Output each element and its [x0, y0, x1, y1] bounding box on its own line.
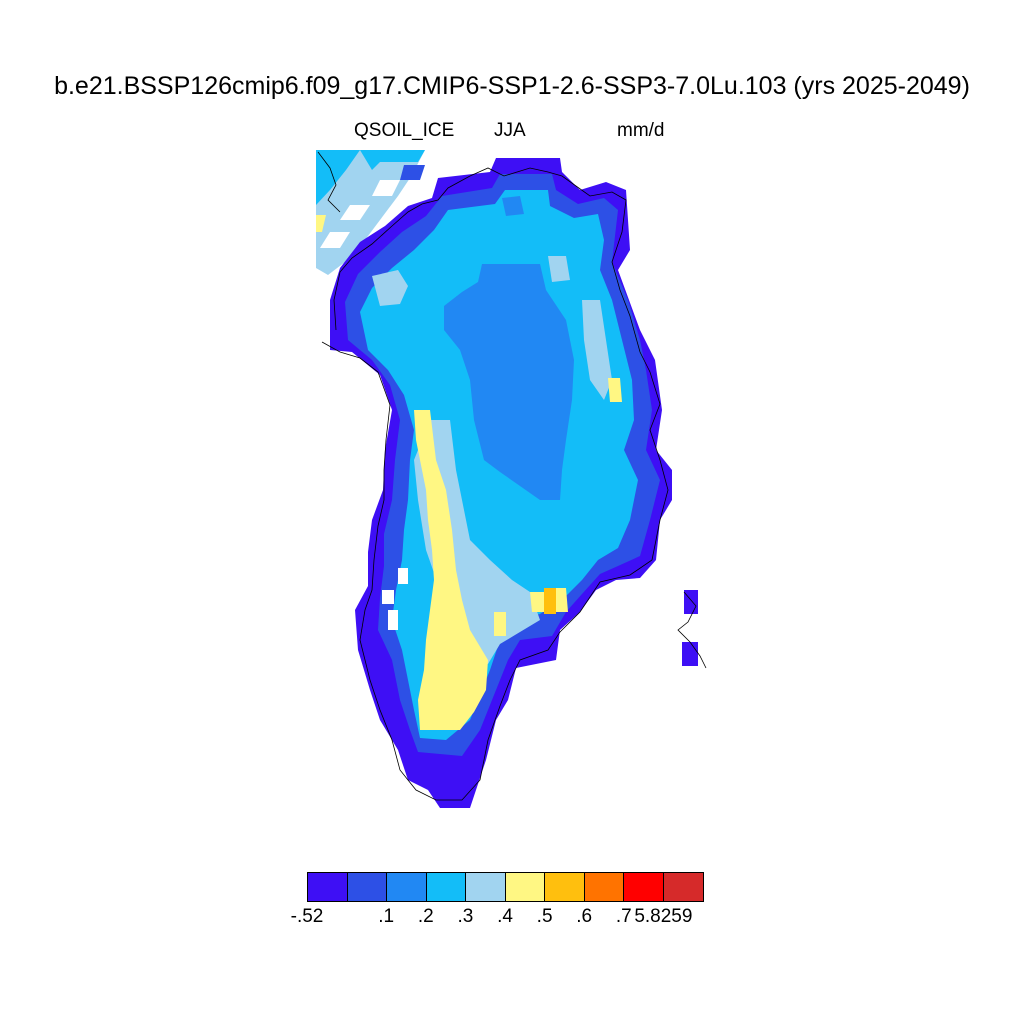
colorbar-label: .3 [457, 906, 474, 927]
plot-title: b.e21.BSSP126cmip6.f09_g17.CMIP6-SSP1-2.… [54, 72, 970, 100]
variable-label: QSOIL_ICE [354, 120, 455, 141]
colorbar-swatch [545, 873, 585, 901]
colorbar-swatch [663, 873, 703, 901]
colorbar-swatch [466, 873, 506, 901]
colorbar-label: 5.8259 [634, 906, 693, 927]
colorbar-swatch [387, 873, 427, 901]
colorbar-swatch [584, 873, 624, 901]
colorbar-label: .4 [497, 906, 513, 927]
colorbar-swatch [347, 873, 387, 901]
greenland-landmass [321, 158, 672, 808]
colorbar-swatch [624, 873, 664, 901]
colorbar-label: .7 [615, 906, 632, 927]
colorbar-label: .5 [536, 906, 553, 927]
colorbar-label: -.52 [290, 906, 324, 927]
colorbar-label: .1 [378, 906, 395, 927]
colorbar-swatch [308, 873, 348, 901]
colorbar [307, 872, 704, 902]
map-gaps [382, 568, 408, 630]
colorbar-swatch [505, 873, 545, 901]
colorbar-label: .6 [576, 906, 593, 927]
iceland-fragment [677, 590, 707, 669]
colorbar-label: .2 [417, 906, 434, 927]
canada-fragment [316, 150, 425, 275]
season-label: JJA [494, 120, 526, 141]
colorbar-swatch [426, 873, 466, 901]
units-label: mm/d [617, 120, 665, 141]
